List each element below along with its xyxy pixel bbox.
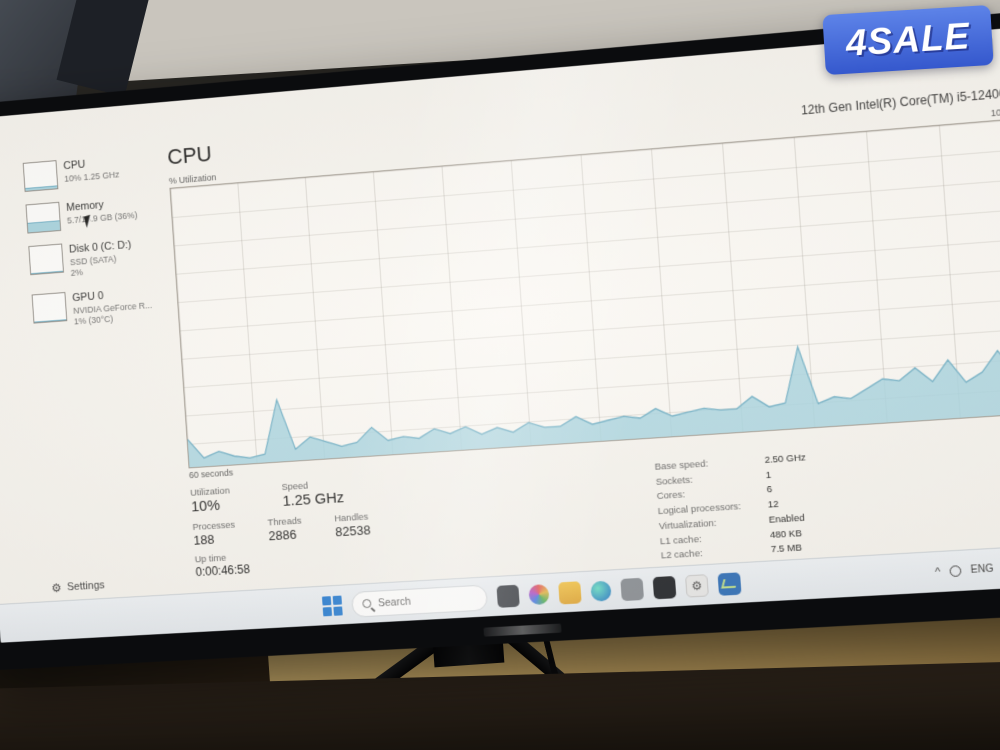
cpu-utilization-chart xyxy=(169,118,1000,469)
cpu-area-series xyxy=(170,120,1000,468)
photos-icon[interactable] xyxy=(528,583,550,605)
search-placeholder: Search xyxy=(377,595,412,609)
network-icon[interactable] xyxy=(949,565,962,578)
screen: + Run new task ··· CPU 10% 1.25 GHz xyxy=(0,25,1000,643)
memory-mini-graph xyxy=(25,201,62,234)
sidebar-item-disk0[interactable]: Disk 0 (C: D:) SSD (SATA) 2% xyxy=(28,236,163,283)
task-view-icon[interactable] xyxy=(496,584,520,608)
tray-chevron-icon[interactable]: ^ xyxy=(934,565,941,579)
monitor-brand-logo xyxy=(482,623,562,637)
app-icon[interactable] xyxy=(652,575,677,599)
spec-cores-value: 6 xyxy=(766,484,773,496)
sidebar-item-memory[interactable]: Memory 5.7/15.9 GB (36%) xyxy=(25,194,161,234)
stat-speed-value: 1.25 GHz xyxy=(282,489,345,510)
search-box[interactable]: Search xyxy=(350,583,489,618)
search-icon xyxy=(362,598,372,609)
gear-icon: ⚙ xyxy=(50,580,62,596)
stat-utilization-value: 10% xyxy=(190,496,221,516)
spec-sockets-value: 1 xyxy=(765,469,772,481)
monitor: + Run new task ··· CPU 10% 1.25 GHz xyxy=(0,8,1000,671)
cpu-mini-graph xyxy=(22,160,59,192)
settings-app-icon[interactable]: ⚙ xyxy=(684,573,709,598)
language-indicator[interactable]: ENG xyxy=(970,563,994,576)
performance-page: CPU 10% 1.25 GHz Memory 5.7/15.9 GB (36%… xyxy=(0,61,1000,604)
gpu-mini-graph xyxy=(31,292,68,324)
file-explorer-icon[interactable] xyxy=(558,580,582,605)
camera-icon[interactable] xyxy=(620,577,645,601)
sidebar-item-cpu[interactable]: CPU 10% 1.25 GHz xyxy=(22,152,158,192)
disk-mini-graph xyxy=(28,243,65,276)
stat-processes-value: 188 xyxy=(192,531,215,548)
y-max-label: 100% xyxy=(990,106,1000,119)
performance-sidebar: CPU 10% 1.25 GHz Memory 5.7/15.9 GB (36%… xyxy=(0,136,191,604)
edge-browser-icon[interactable] xyxy=(590,580,612,602)
spec-logical-processors-value: 12 xyxy=(767,498,779,511)
x-left-label: 60 seconds xyxy=(188,467,234,481)
page-title: CPU xyxy=(166,141,213,170)
system-tray: ^ ENG 7:09 PM 3/13/2024 xyxy=(934,552,1000,585)
sidebar-item-gpu0[interactable]: GPU 0 NVIDIA GeForce R... 1% (30°C) xyxy=(31,285,167,331)
spec-base-speed-value: 2.50 GHz xyxy=(764,452,807,467)
stat-handles-value: 82538 xyxy=(334,522,371,540)
task-manager-icon[interactable] xyxy=(717,571,742,596)
start-button[interactable] xyxy=(321,595,343,616)
task-manager-window: + Run new task ··· CPU 10% 1.25 GHz xyxy=(0,26,1000,604)
cpu-detail-panel: CPU 12th Gen Intel(R) Core(TM) i5-12400F… xyxy=(160,61,1000,594)
for-sale-watermark: 4SALE xyxy=(822,4,994,76)
settings-label: Settings xyxy=(66,579,105,594)
stat-threads-value: 2886 xyxy=(268,526,298,544)
watermark-text: 4SALE xyxy=(844,15,972,64)
